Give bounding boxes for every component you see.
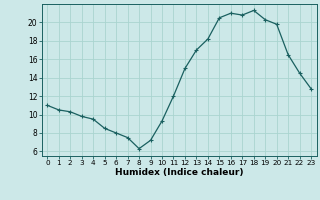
X-axis label: Humidex (Indice chaleur): Humidex (Indice chaleur) [115, 168, 244, 177]
